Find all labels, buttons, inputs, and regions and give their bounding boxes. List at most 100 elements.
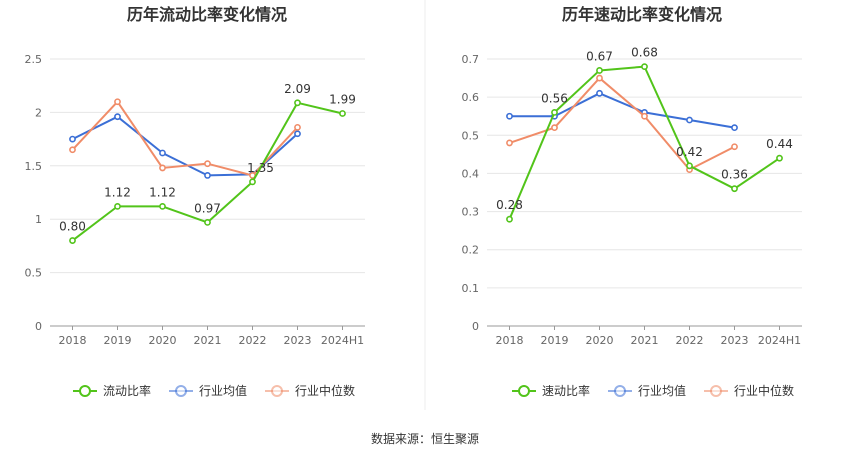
x-tick-label: 2018 xyxy=(59,334,87,347)
legend-item-median[interactable]: 行业中位数 xyxy=(265,383,355,398)
data-label: 0.80 xyxy=(59,220,86,234)
legend-marker xyxy=(175,385,187,397)
x-tick-label: 2023 xyxy=(284,334,312,347)
data-point-main xyxy=(596,67,603,74)
data-point-main xyxy=(204,219,211,226)
data-label: 0.97 xyxy=(194,201,221,215)
data-point-median xyxy=(596,74,603,82)
data-point-median xyxy=(641,112,648,120)
x-tick-label: 2024H1 xyxy=(321,334,364,347)
legend-label: 速动比率 xyxy=(542,383,590,398)
x-tick-label: 2020 xyxy=(149,334,177,347)
data-label: 0.28 xyxy=(496,198,523,212)
data-point-main xyxy=(249,178,256,186)
legend-marker xyxy=(710,385,722,397)
data-label: 0.36 xyxy=(721,168,748,182)
data-point-main xyxy=(731,185,738,193)
y-tick-label: 1 xyxy=(35,213,42,226)
legend-label: 行业均值 xyxy=(638,383,686,398)
data-point-main xyxy=(339,110,346,117)
data-label: 0.56 xyxy=(541,91,568,105)
data-point-median xyxy=(294,123,301,131)
y-tick-label: 0.7 xyxy=(462,53,480,66)
data-point-main xyxy=(159,202,166,210)
data-point-median xyxy=(159,164,166,172)
legend-item-main[interactable]: 流动比率 xyxy=(73,383,151,398)
y-tick-label: 0 xyxy=(472,320,479,333)
x-tick-label: 2024H1 xyxy=(758,334,801,347)
y-tick-label: 0.5 xyxy=(25,267,43,280)
legend-label: 行业中位数 xyxy=(734,383,794,398)
data-label: 1.99 xyxy=(329,92,356,106)
legend-label: 行业均值 xyxy=(199,383,247,398)
y-tick-label: 0.5 xyxy=(462,129,480,142)
y-tick-label: 0 xyxy=(35,320,42,333)
data-label: 0.67 xyxy=(586,49,613,63)
data-label: 1.35 xyxy=(247,161,274,175)
x-tick-label: 2021 xyxy=(631,334,659,347)
data-point-avg xyxy=(506,112,513,120)
data-point-main xyxy=(641,63,648,71)
x-tick-label: 2022 xyxy=(676,334,704,347)
x-tick-label: 2019 xyxy=(541,334,569,347)
data-point-avg xyxy=(294,130,301,138)
data-label: 0.68 xyxy=(631,46,658,60)
chart-title: 历年速动比率变化情况 xyxy=(562,5,722,24)
current-ratio-chart: 历年流动比率变化情况 0 0.5 1 1.5 2 2.5 2018 2019 2020 2021 20… xyxy=(25,5,365,398)
legend-marker xyxy=(518,385,530,397)
data-point-median xyxy=(114,98,121,106)
data-point-avg xyxy=(596,89,603,97)
data-point-median xyxy=(204,160,211,168)
series-line-avg xyxy=(509,92,735,129)
data-point-median xyxy=(69,146,76,154)
data-point-main xyxy=(294,99,301,107)
legend-marker xyxy=(614,385,626,397)
x-tick-label: 2018 xyxy=(496,334,524,347)
y-tick-label: 0.1 xyxy=(462,282,480,295)
y-tick-label: 0.6 xyxy=(462,91,480,104)
x-tick-label: 2023 xyxy=(721,334,749,347)
x-tick-label: 2020 xyxy=(586,334,614,347)
data-point-main xyxy=(506,215,513,223)
x-tick-label: 2019 xyxy=(104,334,132,347)
x-tick-label: 2021 xyxy=(194,334,222,347)
legend-item-main[interactable]: 速动比率 xyxy=(512,383,590,398)
data-point-avg xyxy=(731,124,738,132)
legend-item-avg[interactable]: 行业均值 xyxy=(608,383,686,398)
legend-marker xyxy=(271,385,283,397)
data-point-median xyxy=(731,143,738,151)
data-point-main xyxy=(114,202,121,210)
series-line-main xyxy=(508,65,781,220)
data-point-main xyxy=(776,154,783,162)
legend-label: 行业中位数 xyxy=(295,383,355,398)
legend-item-avg[interactable]: 行业均值 xyxy=(169,383,247,398)
data-label: 1.12 xyxy=(149,185,176,199)
chart-title: 历年流动比率变化情况 xyxy=(127,5,287,24)
data-label: 0.42 xyxy=(676,145,703,159)
legend-item-median[interactable]: 行业中位数 xyxy=(704,383,794,398)
y-tick-label: 0.2 xyxy=(462,244,480,257)
data-source-note: 数据来源：恒生聚源 xyxy=(371,431,479,446)
data-label: 1.12 xyxy=(104,185,131,199)
y-tick-label: 2.5 xyxy=(25,53,43,66)
y-tick-label: 1.5 xyxy=(25,160,43,173)
y-tick-label: 0.4 xyxy=(462,167,480,180)
y-tick-label: 0.3 xyxy=(462,206,480,219)
data-point-avg xyxy=(114,113,121,121)
x-tick-label: 2022 xyxy=(239,334,267,347)
quick-ratio-chart: 历年速动比率变化情况 0 0.1 0.2 0.3 0.4 0.5 0.6 0.7 2018 2019… xyxy=(462,5,802,398)
data-point-avg xyxy=(69,135,76,143)
data-point-median xyxy=(551,124,558,132)
data-point-avg xyxy=(204,172,211,179)
data-point-main xyxy=(551,109,558,116)
data-point-avg xyxy=(686,116,693,124)
data-label: 0.44 xyxy=(766,137,793,151)
data-label: 2.09 xyxy=(284,82,311,96)
data-point-avg xyxy=(159,149,166,157)
y-tick-label: 2 xyxy=(35,106,42,119)
data-point-main xyxy=(686,162,693,170)
legend-marker xyxy=(79,385,91,397)
data-point-main xyxy=(69,237,76,244)
data-point-median xyxy=(506,139,513,147)
